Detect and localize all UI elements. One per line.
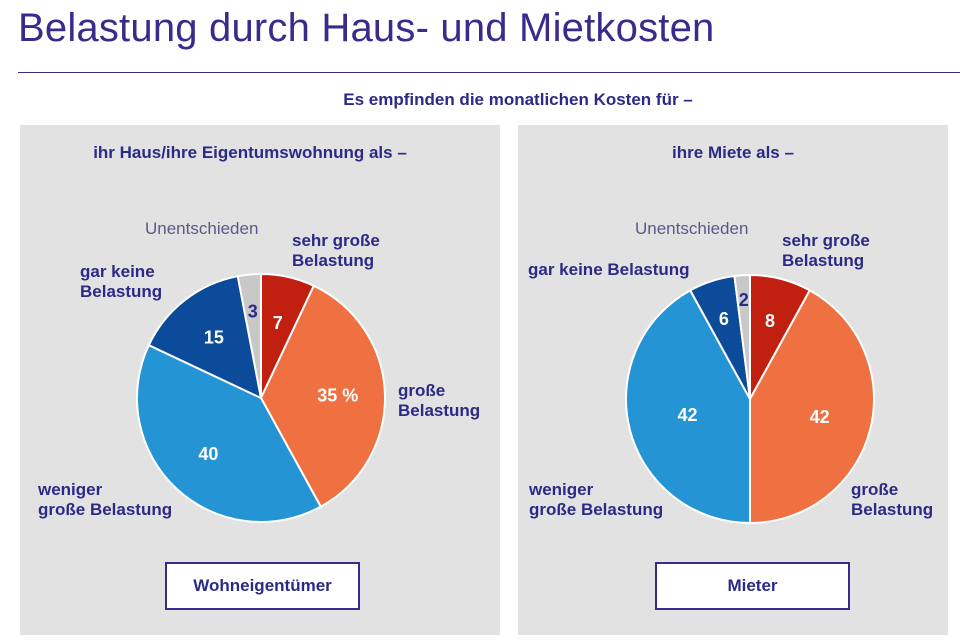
- tenant-value-gross: 42: [810, 407, 830, 427]
- page-title: Belastung durch Haus- und Mietkosten: [18, 6, 715, 50]
- owner-chart-panel: ihr Haus/ihre Eigentumswohnung als – 7 se…: [20, 125, 500, 635]
- owner-label-gross: große Belastung: [398, 381, 480, 420]
- tenant-chart-heading: ihre Miete als –: [672, 143, 794, 162]
- owner-slice-unentschieden: [236, 272, 262, 399]
- owner-label-sehr_gross: sehr große Belastung: [292, 231, 380, 270]
- tenant-label-weniger: weniger große Belastung: [528, 480, 663, 519]
- chart-subtitle: Es empfinden die monatlichen Kosten für …: [343, 90, 693, 109]
- owner-label-keine: gar keine Belastung: [80, 262, 162, 301]
- tenant-slice-unentschieden: [733, 273, 751, 400]
- owner-label-unentschieden: Unentschieden: [145, 219, 258, 238]
- owner-group-label: Wohneigentümer: [165, 562, 360, 610]
- owner-slice-weniger: [135, 343, 323, 523]
- owner-value-weniger: 40: [198, 444, 218, 464]
- owner-value-unentschieden: 3: [248, 302, 258, 322]
- tenant-pie-chart: 8 sehr große Belastung 42 große Belastung 42 we…: [528, 219, 933, 525]
- owner-value-gross: 35 %: [317, 386, 358, 406]
- tenant-slice-weniger: [625, 288, 751, 525]
- owner-chart-heading: ihr Haus/ihre Eigentumswohnung als –: [93, 143, 407, 162]
- tenant-value-unentschieden: 2: [739, 290, 749, 310]
- title-divider: [18, 72, 960, 73]
- tenant-value-sehr_gross: 8: [765, 311, 775, 331]
- owner-value-keine: 15: [204, 327, 224, 347]
- tenant-label-unentschieden: Unentschieden: [635, 219, 748, 238]
- tenant-group-label: Mieter: [655, 562, 850, 610]
- owner-label-weniger: weniger große Belastung: [37, 480, 172, 519]
- owner-pie-chart: 7 sehr große Belastung 35 % große Belastung 40…: [37, 219, 480, 523]
- tenant-slice-gross: [749, 288, 875, 525]
- tenant-value-weniger: 42: [677, 405, 697, 425]
- owner-slice-gross: [259, 284, 386, 509]
- owner-slice-keine: [147, 275, 263, 400]
- tenant-value-keine: 6: [719, 309, 729, 329]
- tenant-label-keine: gar keine Belastung: [528, 260, 690, 279]
- tenant-label-sehr_gross: sehr große Belastung: [782, 231, 870, 270]
- owner-value-sehr_gross: 7: [273, 313, 283, 333]
- tenant-label-gross: große Belastung: [851, 480, 933, 519]
- tenant-chart-panel: ihre Miete als – 8 sehr große Belastung 42 g…: [518, 125, 948, 635]
